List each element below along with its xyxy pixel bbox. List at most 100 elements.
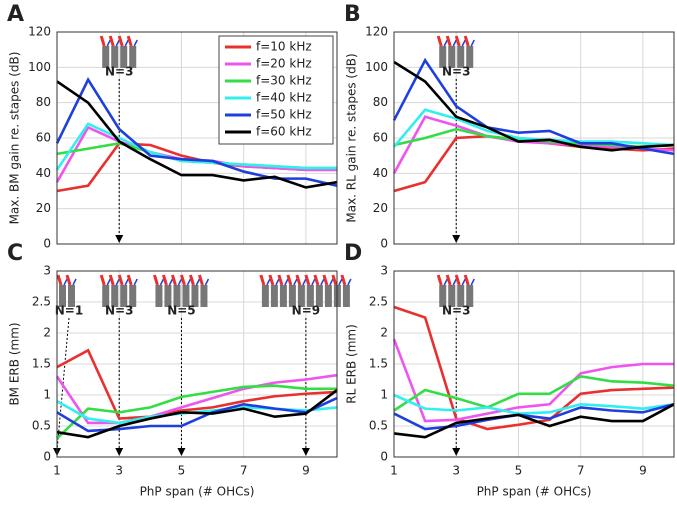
hair-cell-icon [306, 285, 314, 307]
stereocilia-icon [106, 278, 111, 286]
stereocilia-icon [133, 39, 138, 47]
hair-cell-icon [120, 46, 128, 68]
series-line [55, 122, 337, 171]
series-line [56, 384, 337, 440]
stereocilia-icon [153, 274, 159, 286]
axes-frame [56, 31, 338, 245]
series-line [56, 389, 338, 439]
stereocilia-icon [108, 35, 115, 47]
stereocilia-icon [180, 274, 186, 286]
stereocilia-icon [443, 39, 448, 47]
hair-cell-icon [279, 285, 287, 307]
axes-frame [393, 31, 675, 245]
y-tick-label: 2 [43, 326, 51, 340]
x-tick-label: 3 [452, 464, 460, 478]
y-tick-label: 100 [365, 60, 388, 74]
stereocilia-icon [117, 274, 124, 286]
series-line [55, 77, 338, 187]
hair-cell-icon [342, 285, 350, 307]
y-tick-label: 2.5 [32, 295, 51, 309]
stereocilia-icon [284, 278, 289, 286]
series-line [393, 134, 675, 193]
axes-frame [393, 270, 675, 458]
hair-cell-icon [120, 285, 128, 307]
series-line [56, 348, 338, 420]
series-line [392, 338, 674, 423]
series-line [393, 403, 675, 431]
stereocilia-icon [204, 278, 210, 286]
stereocilia-icon [115, 278, 120, 286]
series-line [392, 57, 675, 156]
y-axis-label: RL ERB (mm) [345, 324, 359, 404]
stereocilia-icon [259, 274, 266, 286]
axes-frame [56, 270, 338, 458]
y-axis-label: Max. BM gain re. stapes (dB) [8, 52, 22, 225]
stereocilia-icon [461, 39, 466, 47]
stereocilia-icon [162, 274, 168, 286]
y-tick-label: 1 [43, 388, 51, 402]
stereocilia-icon [454, 274, 461, 286]
stereocilia-icon [286, 274, 293, 286]
series-line [56, 80, 338, 189]
stereocilia-icon [198, 274, 204, 286]
stereocilia-icon [322, 274, 329, 286]
stereocilia-icon [311, 278, 316, 286]
stereocilia-icon [99, 35, 106, 47]
y-tick-label: 80 [373, 95, 388, 109]
series-line [393, 60, 675, 152]
stereocilia-icon [117, 35, 124, 47]
hair-cell-icon [102, 285, 110, 307]
legend-label: f=40 kHz [256, 91, 312, 105]
y-tick-label: 120 [365, 25, 388, 39]
y-tick-label: 20 [373, 201, 388, 215]
hair-cell-icon [111, 46, 119, 68]
stereocilia-icon [186, 278, 192, 286]
stereocilia-icon [452, 39, 457, 47]
stereocilia-icon [340, 274, 347, 286]
hair-cell-icon [129, 46, 137, 68]
legend-label: f=20 kHz [256, 57, 312, 71]
stereocilia-icon [329, 278, 334, 286]
series-line [393, 403, 675, 439]
arrow-head [452, 448, 461, 456]
hair-cell-icon [111, 285, 119, 307]
stereocilia-icon [266, 278, 271, 286]
x-tick-label: 7 [577, 464, 585, 478]
annotation-text: N=3 [105, 304, 133, 318]
stereocilia-icon [63, 278, 68, 286]
annotation-text: N=3 [442, 304, 470, 318]
stereocilia-icon [56, 274, 63, 286]
stereocilia-icon [126, 35, 133, 47]
y-tick-label: 1 [380, 388, 388, 402]
y-tick-label: 1.5 [369, 357, 388, 371]
stereocilia-icon [445, 274, 452, 286]
stereocilia-icon [347, 278, 352, 286]
hair-cell-icon [466, 46, 474, 68]
stereocilia-icon [304, 274, 311, 286]
hair-cell-icon [297, 285, 305, 307]
x-axis-label: PhP span (# OHCs) [140, 485, 255, 499]
stereocilia-icon [338, 278, 343, 286]
hair-cell-icon [457, 46, 465, 68]
stereocilia-icon [124, 39, 129, 47]
stereocilia-icon [115, 39, 120, 47]
stereocilia-icon [189, 274, 195, 286]
legend-label: f=50 kHz [256, 108, 312, 122]
x-tick-label: 9 [302, 464, 310, 478]
hair-cell-icon [439, 46, 447, 68]
y-tick-label: 100 [28, 60, 51, 74]
legend-box [218, 35, 334, 145]
series-line [56, 396, 338, 433]
hair-cell-icon [155, 285, 163, 307]
y-tick-label: 3 [380, 264, 388, 278]
stereocilia-icon [65, 274, 72, 286]
hair-cell-icon [191, 285, 199, 307]
stereocilia-icon [124, 278, 129, 286]
stereocilia-icon [195, 278, 201, 286]
panel-label: C [7, 241, 23, 266]
stereocilia-icon [452, 278, 457, 286]
stereocilia-icon [454, 35, 461, 47]
series-line [393, 375, 675, 412]
hair-cell-icon [448, 46, 456, 68]
